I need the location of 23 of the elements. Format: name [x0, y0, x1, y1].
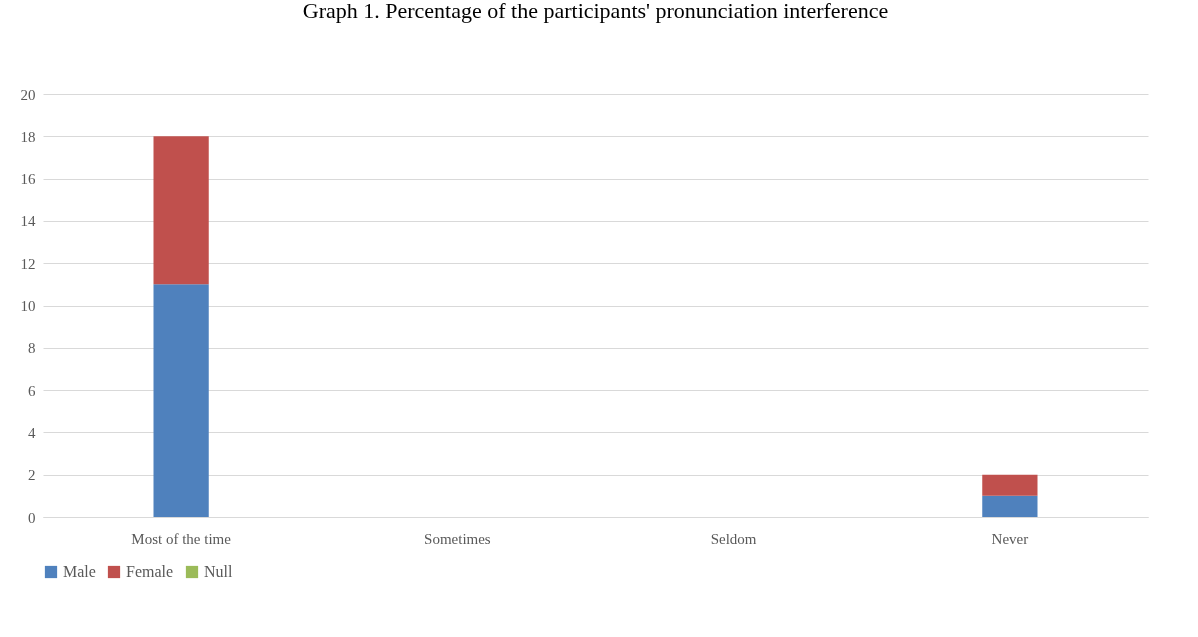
y-tick-label: 0: [28, 509, 36, 526]
x-tick-label: Seldom: [710, 530, 757, 547]
bar: [982, 495, 1038, 517]
bar: [153, 136, 209, 285]
chart-title: Graph 1. Percentage of the participants' pronunciation interference: [302, 0, 889, 23]
y-tick-label: 12: [20, 255, 36, 272]
legend-label: Female: [126, 563, 174, 580]
y-tick-label: 8: [28, 340, 36, 357]
legend-label: Male: [63, 563, 96, 580]
bar: [153, 284, 209, 517]
y-tick-label: 6: [28, 382, 36, 399]
bar: [982, 474, 1038, 496]
x-tick-label: Most of the time: [131, 530, 232, 547]
y-tick-label: 4: [28, 424, 36, 441]
x-tick-label: Never: [991, 530, 1029, 547]
y-tick-label: 18: [20, 128, 36, 145]
y-tick-label: 16: [20, 171, 36, 188]
legend-label: Null: [204, 563, 233, 580]
y-tick-label: 10: [20, 298, 36, 314]
y-tick-label: 2: [28, 467, 36, 484]
y-tick-label: 20: [20, 86, 36, 103]
y-tick-label: 14: [20, 213, 36, 230]
x-tick-label: Sometimes: [424, 530, 491, 547]
